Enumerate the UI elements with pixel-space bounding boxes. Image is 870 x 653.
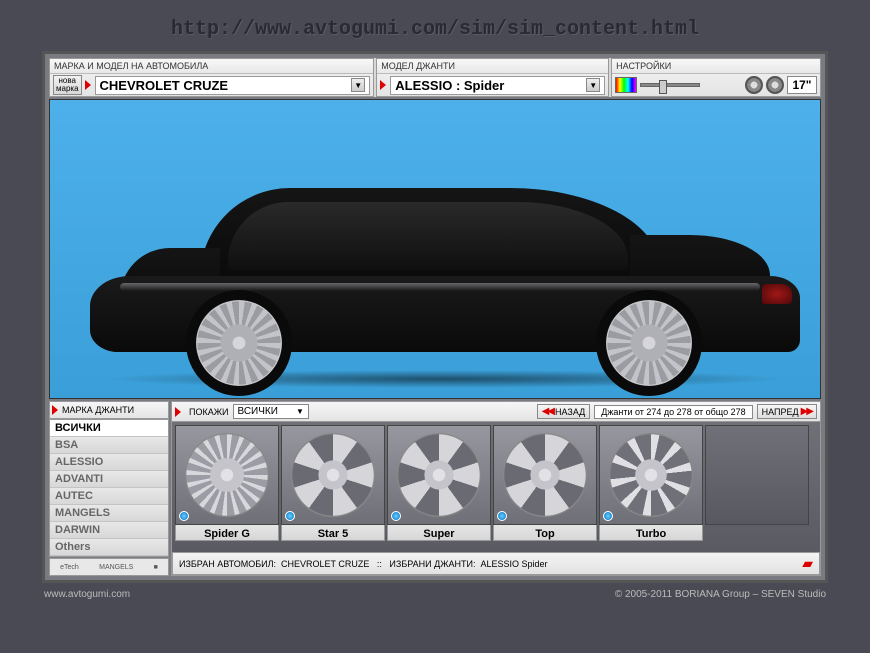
triangle-icon xyxy=(175,407,181,417)
thumb-label: Turbo xyxy=(599,525,703,541)
status-wheel-label: ИЗБРАНИ ДЖАНТИ: xyxy=(389,559,475,569)
front-wheel xyxy=(186,290,292,396)
brand-header-label: МАРКА ДЖАНТИ xyxy=(62,405,134,415)
brand-item[interactable]: ALESSIO xyxy=(50,454,168,471)
chevron-down-icon: ▼ xyxy=(296,407,304,416)
status-bar: ИЗБРАН АВТОМОБИЛ: CHEVROLET CRUZE :: ИЗБ… xyxy=(172,552,820,575)
wheel-style-a-icon[interactable] xyxy=(745,76,763,94)
wheel-browser: МАРКА ДЖАНТИ ВСИЧКИBSAALESSIOADVANTIAUTE… xyxy=(49,401,821,576)
settings-panel-header: НАСТРОЙКИ xyxy=(612,59,820,74)
page-footer: www.avtogumi.com © 2005-2011 BORIANA Gro… xyxy=(42,587,828,602)
arrow-left-icon: ◀◀ xyxy=(542,406,553,417)
status-car-value: CHEVROLET CRUZE xyxy=(281,559,369,569)
car-panel: МАРКА И МОДЕЛ НА АВТОМОБИЛА нова марка C… xyxy=(49,58,374,97)
wheel-thumbnail xyxy=(705,425,809,549)
page-fwd-label: НАПРЕД xyxy=(762,407,799,417)
wheel-panel: МОДЕЛ ДЖАНТИ ALESSIO : Spider ▼ xyxy=(376,58,609,97)
wheel-thumbnail[interactable]: Star 5 xyxy=(281,425,385,549)
page-back-button[interactable]: ◀◀НАЗАД xyxy=(537,404,591,419)
footer-right: © 2005-2011 BORIANA Group – SEVEN Studio xyxy=(615,589,826,600)
show-filter-value: ВСИЧКИ xyxy=(238,406,278,417)
footer-left: www.avtogumi.com xyxy=(44,589,130,600)
chevron-down-icon: ▼ xyxy=(351,78,365,92)
status-wheel-value: ALESSIO Spider xyxy=(481,559,548,569)
wheel-model-value: ALESSIO : Spider xyxy=(395,78,504,93)
brand-item[interactable]: ВСИЧКИ xyxy=(50,420,168,437)
info-dot-icon[interactable] xyxy=(497,511,507,521)
brand-item[interactable]: DARWIN xyxy=(50,522,168,539)
car-model-value: CHEVROLET CRUZE xyxy=(100,78,229,93)
car-model-dropdown[interactable]: CHEVROLET CRUZE ▼ xyxy=(95,76,371,95)
brand-list: ВСИЧКИBSAALESSIOADVANTIAUTECMANGELSDARWI… xyxy=(49,419,169,557)
wheel-thumbnail[interactable]: Top xyxy=(493,425,597,549)
chevron-down-icon: ▼ xyxy=(586,78,600,92)
filter-bar: ПОКАЖИ ВСИЧКИ ▼ ◀◀НАЗАД Джанти от 274 до… xyxy=(172,402,820,422)
wheel-style-b-icon[interactable] xyxy=(766,76,784,94)
brand-column: МАРКА ДЖАНТИ ВСИЧКИBSAALESSIOADVANTIAUTE… xyxy=(49,401,169,576)
info-dot-icon[interactable] xyxy=(285,511,295,521)
app-frame: МАРКА И МОДЕЛ НА АВТОМОБИЛА нова марка C… xyxy=(42,51,828,583)
thumb-label: Star 5 xyxy=(281,525,385,541)
preview-viewport xyxy=(49,99,821,399)
wheel-model-dropdown[interactable]: ALESSIO : Spider ▼ xyxy=(390,76,605,95)
brand-item[interactable]: MANGELS xyxy=(50,505,168,522)
new-brand-button[interactable]: нова марка xyxy=(53,75,82,95)
rear-wheel xyxy=(596,290,702,396)
brand-item[interactable]: BSA xyxy=(50,437,168,454)
top-toolbar: МАРКА И МОДЕЛ НА АВТОМОБИЛА нова марка C… xyxy=(49,58,821,97)
brand-item[interactable]: Others xyxy=(50,539,168,556)
arrow-right-icon: ▶▶ xyxy=(801,406,812,417)
wheel-thumbnail[interactable]: Super xyxy=(387,425,491,549)
brand-logos: eTechMANGELS■ xyxy=(49,558,169,576)
brand-item[interactable]: AUTEC xyxy=(50,488,168,505)
tint-slider[interactable] xyxy=(640,83,700,87)
status-car-label: ИЗБРАН АВТОМОБИЛ: xyxy=(179,559,276,569)
wheel-thumbnail[interactable]: Spider G xyxy=(175,425,279,549)
info-dot-icon[interactable] xyxy=(179,511,189,521)
show-label: ПОКАЖИ xyxy=(189,407,229,417)
page-forward-button[interactable]: НАПРЕД▶▶ xyxy=(757,404,817,419)
triangle-icon xyxy=(380,80,386,90)
wheel-panel-header: МОДЕЛ ДЖАНТИ xyxy=(377,59,608,74)
pager: ◀◀НАЗАД Джанти от 274 до 278 от общо 278… xyxy=(537,404,817,419)
page-range: Джанти от 274 до 278 от общо 278 xyxy=(594,405,752,419)
thumbnail-strip: Spider GStar 5SuperTopTurbo xyxy=(172,422,820,552)
info-dot-icon[interactable] xyxy=(603,511,613,521)
thumb-label: Spider G xyxy=(175,525,279,541)
settings-panel: НАСТРОЙКИ 17" xyxy=(611,58,821,97)
color-picker[interactable] xyxy=(615,77,637,93)
thumb-label: Top xyxy=(493,525,597,541)
wheel-thumbnail[interactable]: Turbo xyxy=(599,425,703,549)
show-filter-dropdown[interactable]: ВСИЧКИ ▼ xyxy=(233,404,309,419)
info-dot-icon[interactable] xyxy=(391,511,401,521)
brand-header: МАРКА ДЖАНТИ xyxy=(49,401,169,419)
page-back-label: НАЗАД xyxy=(555,407,585,417)
triangle-icon xyxy=(85,80,91,90)
triangle-icon xyxy=(52,405,58,415)
car-panel-header: МАРКА И МОДЕЛ НА АВТОМОБИЛА xyxy=(50,59,373,74)
page-url: http://www.avtogumi.com/sim/sim_content.… xyxy=(0,0,870,51)
flag-icon[interactable]: ▰ xyxy=(802,555,813,572)
wheel-size-select[interactable]: 17" xyxy=(787,76,817,94)
brand-item[interactable]: ADVANTI xyxy=(50,471,168,488)
status-sep: :: xyxy=(377,559,382,569)
thumbs-panel: ПОКАЖИ ВСИЧКИ ▼ ◀◀НАЗАД Джанти от 274 до… xyxy=(171,401,821,576)
car-render xyxy=(90,168,800,373)
thumb-label: Super xyxy=(387,525,491,541)
